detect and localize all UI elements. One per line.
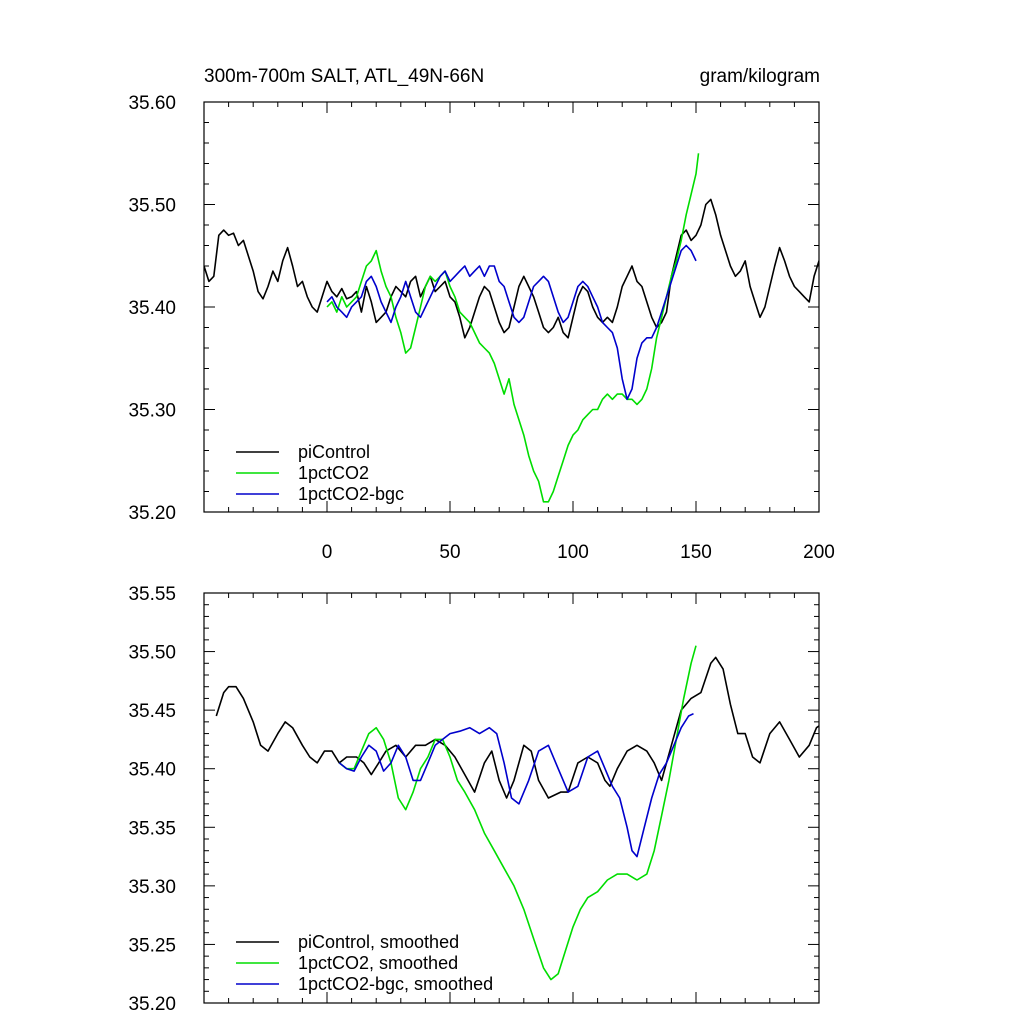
x-tick-label: 100 — [557, 542, 589, 563]
top-y-tick-labels: 35.20 35.30 35.40 35.50 35.60 — [128, 93, 176, 524]
top-axis-ticks — [203, 101, 820, 513]
y-tick-label: 35.60 — [128, 93, 176, 114]
bottom-chart: 35.20 35.25 35.30 35.35 35.40 35.45 35.50 35.55… — [128, 584, 820, 1015]
top-x-tick-labels: 0 50 100 150 200 — [322, 542, 835, 563]
legend-label: piControl, smoothed — [298, 932, 459, 952]
series-line-picontrol-smoothed — [215, 656, 819, 799]
y-tick-label: 35.50 — [128, 643, 176, 664]
series-line-picontrol — [204, 198, 819, 339]
x-tick-label: 0 — [322, 542, 333, 563]
top-plot-frame — [203, 101, 820, 513]
y-tick-label: 35.25 — [128, 935, 176, 956]
y-tick-label: 35.20 — [128, 994, 176, 1015]
y-tick-label: 35.35 — [128, 818, 176, 839]
y-tick-label: 35.45 — [128, 701, 176, 722]
bottom-series-layer — [215, 645, 819, 981]
y-tick-label: 35.20 — [128, 503, 176, 524]
legend-label: 1pctCO2, smoothed — [298, 953, 458, 973]
series-line-1pctco2-bgc — [326, 244, 697, 401]
legend-label: piControl — [298, 442, 370, 462]
y-tick-label: 35.40 — [128, 760, 176, 781]
legend-label: 1pctCO2 — [298, 463, 369, 483]
legend-label: 1pctCO2-bgc — [298, 484, 404, 504]
y-tick-label: 35.40 — [128, 298, 176, 319]
x-tick-label: 150 — [680, 542, 712, 563]
series-line-1pctco2 — [326, 153, 700, 503]
chart-title: 300m-700m SALT, ATL_49N-66N — [204, 66, 484, 87]
top-series-layer — [204, 153, 819, 503]
y-tick-label: 35.55 — [128, 584, 176, 605]
x-tick-label: 200 — [803, 542, 835, 563]
legend-label: 1pctCO2-bgc, smoothed — [298, 974, 493, 994]
bottom-y-tick-labels: 35.20 35.25 35.30 35.35 35.40 35.45 35.50 35.55 — [128, 584, 176, 1015]
bottom-plot-frame — [203, 592, 820, 1004]
series-line-1pctco2-smoothed — [338, 645, 697, 981]
chart-units: gram/kilogram — [700, 66, 820, 87]
top-chart: 300m-700m SALT, ATL_49N-66N gram/kilogra… — [128, 66, 834, 563]
y-tick-label: 35.30 — [128, 401, 176, 422]
y-tick-label: 35.50 — [128, 196, 176, 217]
series-line-1pctco2-bgc-smoothed — [338, 712, 694, 858]
y-tick-label: 35.30 — [128, 877, 176, 898]
x-tick-label: 50 — [439, 542, 460, 563]
